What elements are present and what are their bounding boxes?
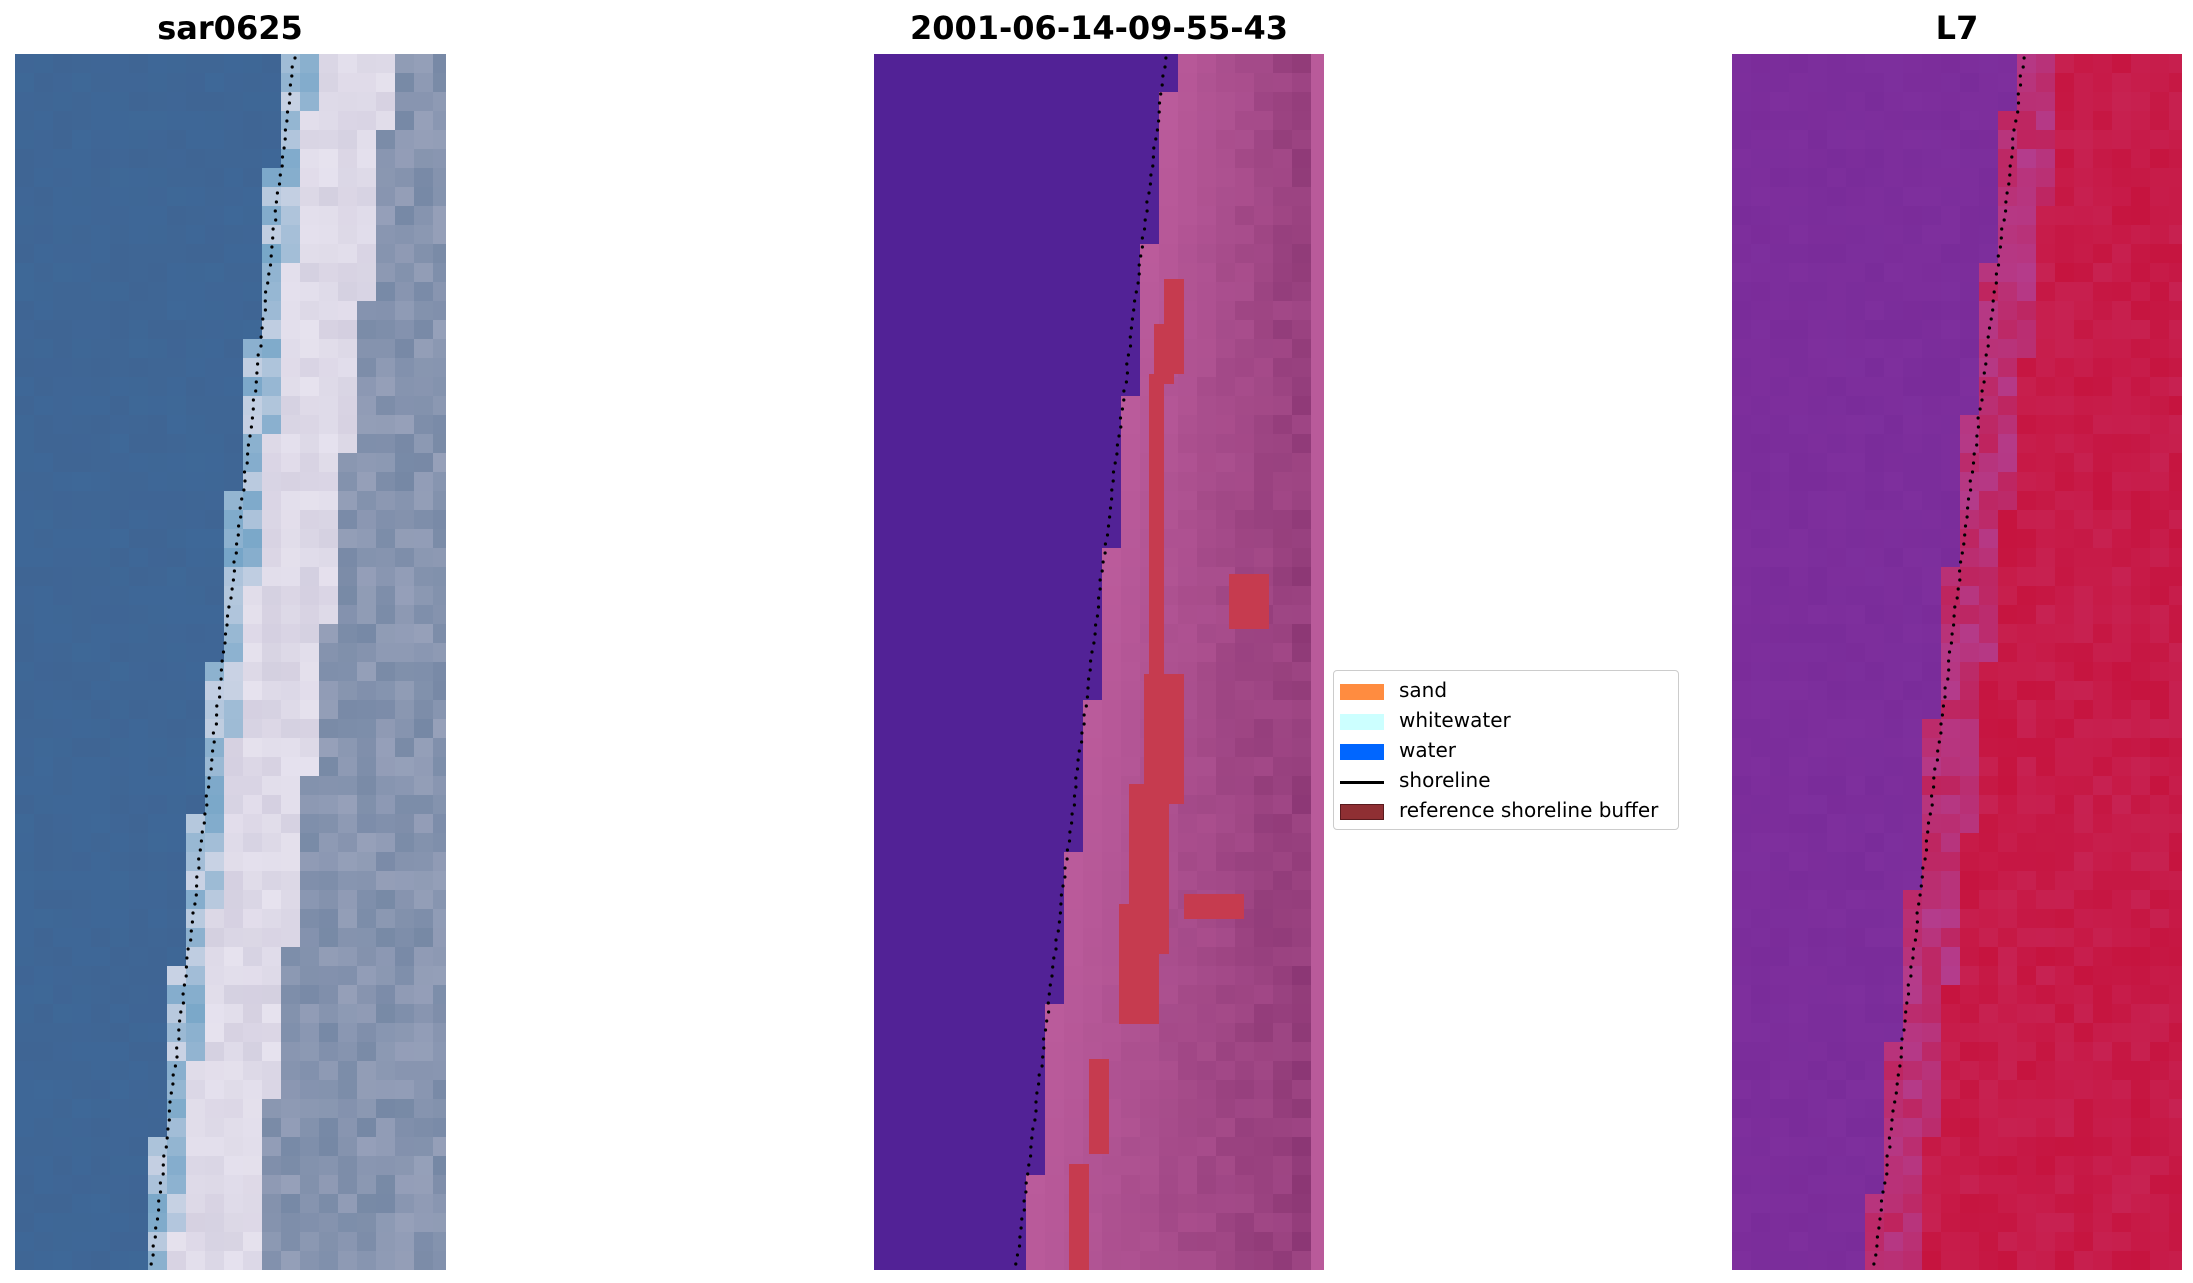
legend-label-whitewater: whitewater <box>1399 708 1511 732</box>
shoreline-line-swatch <box>1340 781 1384 784</box>
classified-image-panel <box>874 54 1324 1270</box>
legend-label-water: water <box>1399 738 1456 762</box>
legend-label-reference-buffer: reference shoreline buffer <box>1399 798 1659 822</box>
legend-label-sand: sand <box>1399 678 1448 702</box>
shoreline-points <box>149 56 297 1266</box>
legend-label-shoreline: shoreline <box>1399 768 1491 792</box>
rgb-satellite-image <box>15 54 446 1270</box>
reference-buffer-swatch <box>1340 804 1384 820</box>
rgb-image-panel <box>15 54 446 1270</box>
index-image <box>1732 54 2182 1270</box>
rgb-panel-title: sar0625 <box>157 9 303 47</box>
legend: sand whitewater water shoreline referenc… <box>1333 670 1679 830</box>
water-swatch <box>1340 744 1384 760</box>
index-image-panel <box>1732 54 2182 1270</box>
shoreline-points <box>1872 56 2026 1266</box>
whitewater-swatch <box>1340 714 1384 730</box>
index-panel-title: L7 <box>1935 9 1979 47</box>
sand-swatch <box>1340 684 1384 700</box>
classified-image <box>874 54 1324 1270</box>
classified-panel-title: 2001-06-14-09-55-43 <box>909 9 1289 47</box>
shoreline-points <box>1014 56 1168 1266</box>
